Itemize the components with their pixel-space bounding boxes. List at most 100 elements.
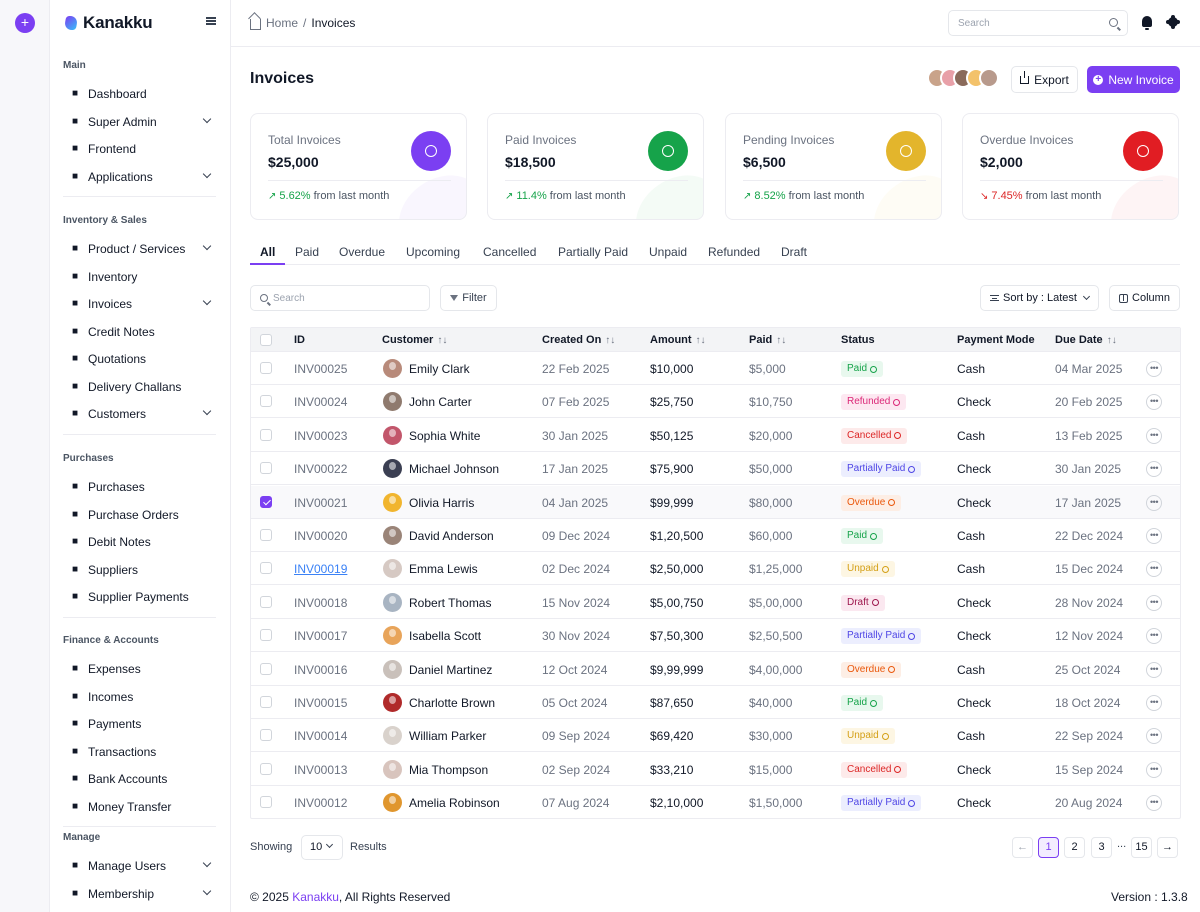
filter-button[interactable]: Filter bbox=[440, 285, 497, 311]
tab-overdue[interactable]: Overdue bbox=[339, 245, 386, 259]
page-2-button[interactable]: 2 bbox=[1064, 837, 1085, 858]
page-last-button[interactable]: 15 bbox=[1131, 837, 1152, 858]
row-checkbox[interactable] bbox=[260, 395, 272, 408]
more-actions-icon[interactable]: ••• bbox=[1146, 795, 1162, 812]
sidebar-item-inventory[interactable]: ■ Inventory bbox=[70, 267, 220, 287]
customer-name[interactable]: William Parker bbox=[409, 729, 487, 744]
more-actions-icon[interactable]: ••• bbox=[1146, 628, 1162, 645]
sidebar-item-debit-notes[interactable]: ■ Debit Notes bbox=[70, 532, 220, 552]
row-checkbox[interactable] bbox=[260, 662, 272, 675]
tab-unpaid[interactable]: Unpaid bbox=[649, 245, 688, 259]
more-actions-icon[interactable]: ••• bbox=[1146, 394, 1162, 411]
sidebar-item-dashboard[interactable]: ■ Dashboard bbox=[70, 84, 220, 104]
customer-name[interactable]: Emma Lewis bbox=[409, 562, 478, 577]
customer-name[interactable]: Emily Clark bbox=[409, 362, 470, 376]
table-row[interactable]: INV00014 William Parker 09 Sep 2024 $69,420… bbox=[251, 719, 1180, 753]
top-search-input[interactable] bbox=[949, 11, 1099, 35]
breadcrumb-home[interactable]: Home bbox=[266, 16, 299, 30]
menu-toggle-icon[interactable] bbox=[206, 17, 216, 25]
header-paid[interactable]: Paid ↑↓ bbox=[749, 334, 787, 346]
sidebar-item-delivery-challans[interactable]: ■ Delivery Challans bbox=[70, 377, 220, 397]
customer-name[interactable]: David Anderson bbox=[409, 529, 494, 543]
sort-dropdown[interactable]: Sort by : Latest bbox=[980, 285, 1099, 311]
sidebar-item-incomes[interactable]: ■ Incomes bbox=[70, 687, 220, 707]
more-actions-icon[interactable]: ••• bbox=[1146, 661, 1162, 678]
column-button[interactable]: Column bbox=[1109, 285, 1180, 311]
table-search-input[interactable] bbox=[251, 286, 411, 310]
team-avatars[interactable] bbox=[927, 68, 999, 90]
more-actions-icon[interactable]: ••• bbox=[1146, 728, 1162, 745]
row-checkbox[interactable] bbox=[260, 629, 272, 642]
customer-name[interactable]: Isabella Scott bbox=[409, 629, 482, 644]
table-row[interactable]: INV00016 Daniel Martinez 12 Oct 2024 $9,99,… bbox=[251, 653, 1180, 686]
customer-name[interactable]: John Carter bbox=[409, 395, 472, 410]
customer-name[interactable]: Michael Johnson bbox=[409, 462, 500, 477]
sidebar-item-expenses[interactable]: ■ Expenses bbox=[70, 659, 220, 679]
table-row[interactable]: INV00023 Sophia White 30 Jan 2025 $50,125 $2… bbox=[251, 419, 1180, 452]
sidebar-item-product-services[interactable]: ■ Product / Services bbox=[70, 239, 220, 259]
theme-toggle-icon[interactable] bbox=[1168, 17, 1178, 27]
more-actions-icon[interactable]: ••• bbox=[1146, 594, 1162, 611]
table-row[interactable]: INV00025 Emily Clark 22 Feb 2025 $10,000 $5,… bbox=[251, 352, 1180, 385]
sidebar-item-transactions[interactable]: ■ Transactions bbox=[70, 742, 220, 762]
header-customer[interactable]: Customer ↑↓ bbox=[382, 334, 448, 346]
sidebar-item-purchase-orders[interactable]: ■ Purchase Orders bbox=[70, 505, 220, 525]
customer-name[interactable]: Daniel Martinez bbox=[409, 662, 493, 677]
header-created[interactable]: Created On ↑↓ bbox=[542, 334, 616, 346]
sidebar-item-suppliers[interactable]: ■ Suppliers bbox=[70, 560, 220, 580]
avatar[interactable] bbox=[979, 68, 999, 88]
bell-icon[interactable] bbox=[1142, 16, 1152, 30]
page-3-button[interactable]: 3 bbox=[1091, 837, 1112, 858]
customer-name[interactable]: Amelia Robinson bbox=[409, 796, 500, 811]
row-checkbox[interactable] bbox=[260, 529, 272, 541]
sidebar-item-invoices[interactable]: ■ Invoices bbox=[70, 294, 220, 314]
customer-name[interactable]: Robert Thomas bbox=[409, 595, 492, 610]
page-1-button[interactable]: 1 bbox=[1038, 837, 1059, 858]
row-checkbox[interactable] bbox=[260, 495, 272, 508]
tab-all[interactable]: All bbox=[250, 245, 286, 265]
prev-page-button[interactable]: ← bbox=[1012, 837, 1033, 858]
customer-name[interactable]: Sophia White bbox=[409, 428, 481, 443]
more-actions-icon[interactable]: ••• bbox=[1146, 695, 1162, 711]
more-actions-icon[interactable]: ••• bbox=[1146, 361, 1162, 377]
select-all-checkbox[interactable] bbox=[260, 334, 272, 346]
more-actions-icon[interactable]: ••• bbox=[1146, 761, 1162, 778]
table-row[interactable]: INV00012 Amelia Robinson 07 Aug 2024 $2,10,… bbox=[251, 786, 1180, 818]
row-checkbox[interactable] bbox=[260, 362, 272, 374]
tab-upcoming[interactable]: Upcoming bbox=[406, 245, 461, 259]
next-page-button[interactable]: → bbox=[1157, 837, 1178, 858]
table-row[interactable]: INV00024 John Carter 07 Feb 2025 $25,750 $10… bbox=[251, 385, 1180, 419]
sidebar-item-quotations[interactable]: ■ Quotations bbox=[70, 349, 220, 369]
sidebar-item-membership[interactable]: ■ Membership bbox=[70, 884, 220, 904]
tab-paid[interactable]: Paid bbox=[295, 245, 320, 259]
invoice-id[interactable]: INV00019 bbox=[294, 562, 348, 577]
sidebar-item-payments[interactable]: ■ Payments bbox=[70, 714, 220, 734]
table-row[interactable]: INV00020 David Anderson 09 Dec 2024 $1,20,5… bbox=[251, 519, 1180, 552]
sidebar-item-manage-users[interactable]: ■ Manage Users bbox=[70, 856, 220, 876]
customer-name[interactable]: Charlotte Brown bbox=[409, 696, 496, 710]
home-icon[interactable] bbox=[250, 19, 261, 30]
more-actions-icon[interactable]: ••• bbox=[1146, 528, 1162, 544]
sidebar-item-applications[interactable]: ■ Applications bbox=[70, 167, 220, 187]
more-actions-icon[interactable]: ••• bbox=[1146, 494, 1162, 511]
sidebar-item-credit-notes[interactable]: ■ Credit Notes bbox=[70, 322, 220, 342]
table-row[interactable]: INV00021 Olivia Harris 04 Jan 2025 $99,999 $… bbox=[251, 485, 1180, 519]
brand[interactable]: Kanakku bbox=[63, 11, 153, 35]
add-icon[interactable]: + bbox=[15, 13, 35, 33]
export-button[interactable]: Export bbox=[1011, 66, 1078, 93]
per-page-select[interactable]: 10 bbox=[301, 835, 343, 860]
tab-draft[interactable]: Draft bbox=[781, 245, 808, 259]
row-checkbox[interactable] bbox=[260, 762, 272, 775]
tab-refunded[interactable]: Refunded bbox=[708, 245, 761, 259]
row-checkbox[interactable] bbox=[260, 595, 272, 608]
table-row[interactable]: INV00018 Robert Thomas 15 Nov 2024 $5,00,75… bbox=[251, 586, 1180, 619]
row-checkbox[interactable] bbox=[260, 729, 272, 742]
sidebar-item-purchases[interactable]: ■ Purchases bbox=[70, 477, 220, 497]
more-actions-icon[interactable]: ••• bbox=[1146, 561, 1162, 578]
table-row[interactable]: INV00015 Charlotte Brown 05 Oct 2024 $87,65… bbox=[251, 686, 1180, 719]
row-checkbox[interactable] bbox=[260, 696, 272, 708]
table-row[interactable]: INV00013 Mia Thompson 02 Sep 2024 $33,210 $1… bbox=[251, 753, 1180, 786]
copyright-brand-link[interactable]: Kanakku bbox=[292, 890, 339, 904]
sidebar-item-supplier-payments[interactable]: ■ Supplier Payments bbox=[70, 587, 220, 607]
row-checkbox[interactable] bbox=[260, 428, 272, 441]
